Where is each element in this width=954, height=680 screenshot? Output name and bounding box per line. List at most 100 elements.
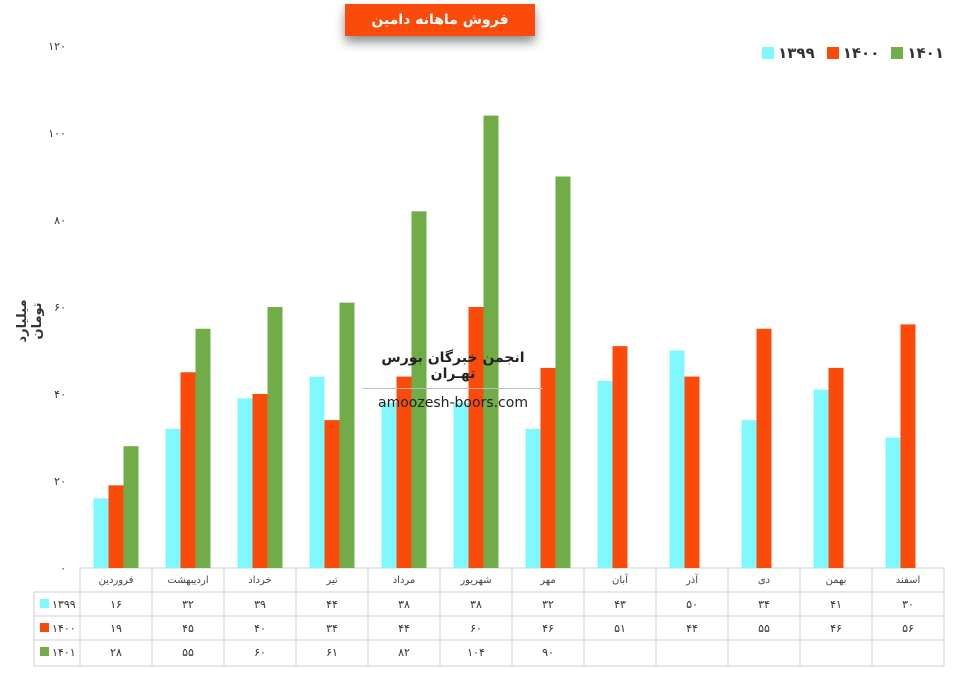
x-tick-label: دی (758, 575, 770, 586)
data-label: ۳۲ (182, 598, 194, 611)
bar (669, 350, 685, 568)
data-label: ۵۵ (182, 646, 194, 659)
y-tick-label: ۰ (60, 562, 66, 575)
legend-swatch-1399 (762, 47, 775, 59)
data-label: ۴۴ (326, 598, 338, 611)
y-tick-label: ۸۰ (54, 214, 66, 227)
y-tick-label: ۲۰ (54, 475, 66, 488)
bar (411, 211, 427, 569)
x-tick-label: شهریور (459, 575, 491, 586)
bar (483, 115, 499, 568)
watermark: انجمن خبرگان بورس تهـران amoozesh-boors.… (363, 350, 543, 411)
bar (339, 302, 355, 568)
data-label: ۳۰ (902, 598, 914, 611)
data-label: ۸۲ (398, 646, 410, 659)
data-label: ۵۱ (614, 622, 626, 635)
table-series-name: ۱۴۰۰ (52, 622, 76, 635)
legend-item-1399: ۱۳۹۹ (762, 44, 815, 62)
bar (540, 367, 556, 568)
bar (684, 376, 700, 568)
bar (237, 398, 253, 568)
data-label: ۴۴ (686, 622, 698, 635)
bar (741, 420, 757, 568)
chart-title: فروش ماهانه دامین (345, 4, 535, 36)
x-tick-label: مرداد (393, 575, 416, 586)
bar (108, 485, 124, 568)
bar (324, 420, 340, 568)
bar (195, 328, 211, 568)
table-series-name: ۱۳۹۹ (52, 598, 76, 611)
bars (93, 115, 916, 569)
watermark-name: انجمن خبرگان بورس تهـران (363, 350, 543, 389)
bar (756, 328, 772, 568)
data-label: ۶۱ (326, 646, 338, 659)
bar (381, 402, 397, 568)
x-tick-label: بهمن (826, 575, 847, 586)
bar (453, 402, 469, 568)
x-tick-label: تیر (325, 575, 338, 586)
data-label: ۲۸ (110, 646, 122, 659)
y-tick-label: ۴۰ (54, 388, 66, 401)
data-label: ۴۵ (182, 622, 194, 635)
data-label: ۳۲ (542, 598, 554, 611)
data-label: ۵۶ (902, 622, 914, 635)
bar (612, 346, 628, 568)
data-label: ۴۰ (254, 622, 266, 635)
bar (597, 380, 613, 568)
bar (525, 428, 541, 568)
bar (468, 307, 484, 568)
data-label: ۴۳ (614, 598, 626, 611)
bar (813, 389, 829, 568)
x-tick-label: اردیبهشت (167, 575, 208, 586)
data-label: ۳۸ (470, 598, 482, 611)
x-tick-label: آذر (685, 573, 699, 586)
y-tick-label: ۱۲۰ (48, 40, 66, 53)
data-label: ۳۴ (326, 622, 338, 635)
data-label: ۱۶ (110, 598, 122, 611)
data-label: ۳۹ (254, 598, 266, 611)
bar (885, 437, 901, 568)
y-tick-label: ۱۰۰ (48, 127, 66, 140)
x-tick-label: خرداد (248, 575, 271, 586)
legend-swatch-1400 (826, 47, 839, 59)
data-label: ۵۵ (758, 622, 770, 635)
bar (123, 446, 139, 568)
table-legend-key (40, 647, 49, 656)
legend-label-1399: ۱۳۹۹ (778, 44, 815, 62)
data-label: ۳۸ (398, 598, 410, 611)
bar (555, 176, 571, 568)
data-table: فروردین اردیبهشت خرداد تیر مرداد شهریور مهر آبا… (33, 568, 945, 667)
data-label: ۶۰ (470, 622, 482, 635)
data-label: ۱۰۴ (467, 646, 485, 659)
legend-label-1400: ۱۴۰۰ (842, 44, 880, 62)
data-label: ۵۰ (686, 598, 698, 611)
bar (93, 498, 109, 568)
data-label: ۴۱ (830, 598, 842, 611)
bar (828, 367, 844, 568)
y-tick-label: ۶۰ (54, 301, 66, 314)
bar (309, 376, 325, 568)
x-tick-label: مهر (539, 575, 555, 586)
legend-label-1401: ۱۴۰۱ (907, 44, 944, 62)
bar (180, 372, 196, 568)
table-legend-key (40, 623, 49, 632)
data-label: ۴۶ (542, 622, 554, 635)
data-label: ۹۰ (542, 646, 554, 659)
data-label: ۶۰ (254, 646, 266, 659)
bar (900, 324, 916, 568)
legend-swatch-1401 (891, 47, 904, 59)
y-axis-label: میلیارد تومان (15, 299, 45, 343)
watermark-site: amoozesh-boors.com (378, 395, 528, 411)
data-label: ۱۹ (110, 622, 122, 635)
data-label: ۴۴ (398, 622, 410, 635)
table-series-name: ۱۴۰۱ (52, 646, 76, 659)
bar (396, 376, 412, 568)
bar (267, 307, 283, 568)
data-label: ۴۶ (830, 622, 842, 635)
legend-item-1400: ۱۴۰۰ (826, 44, 880, 62)
x-tick-label: آبان (612, 573, 629, 586)
bar (252, 394, 268, 568)
bar (165, 428, 181, 568)
legend-item-1401: ۱۴۰۱ (891, 44, 944, 62)
